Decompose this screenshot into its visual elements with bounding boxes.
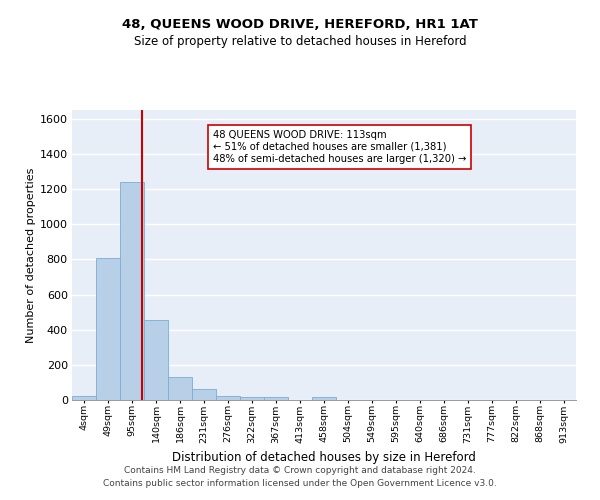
Bar <box>73 396 95 400</box>
Bar <box>313 398 335 400</box>
Bar <box>169 377 191 400</box>
Bar <box>217 396 239 400</box>
Text: Size of property relative to detached houses in Hereford: Size of property relative to detached ho… <box>134 35 466 48</box>
Text: 48, QUEENS WOOD DRIVE, HEREFORD, HR1 1AT: 48, QUEENS WOOD DRIVE, HEREFORD, HR1 1AT <box>122 18 478 30</box>
Bar <box>121 182 143 400</box>
Bar <box>265 398 287 400</box>
Bar <box>241 398 263 400</box>
Y-axis label: Number of detached properties: Number of detached properties <box>26 168 35 342</box>
Text: 48 QUEENS WOOD DRIVE: 113sqm
← 51% of detached houses are smaller (1,381)
48% of: 48 QUEENS WOOD DRIVE: 113sqm ← 51% of de… <box>213 130 466 164</box>
X-axis label: Distribution of detached houses by size in Hereford: Distribution of detached houses by size … <box>172 451 476 464</box>
Text: Contains HM Land Registry data © Crown copyright and database right 2024.
Contai: Contains HM Land Registry data © Crown c… <box>103 466 497 487</box>
Bar <box>193 390 215 400</box>
Bar <box>97 258 119 400</box>
Bar <box>145 320 167 400</box>
